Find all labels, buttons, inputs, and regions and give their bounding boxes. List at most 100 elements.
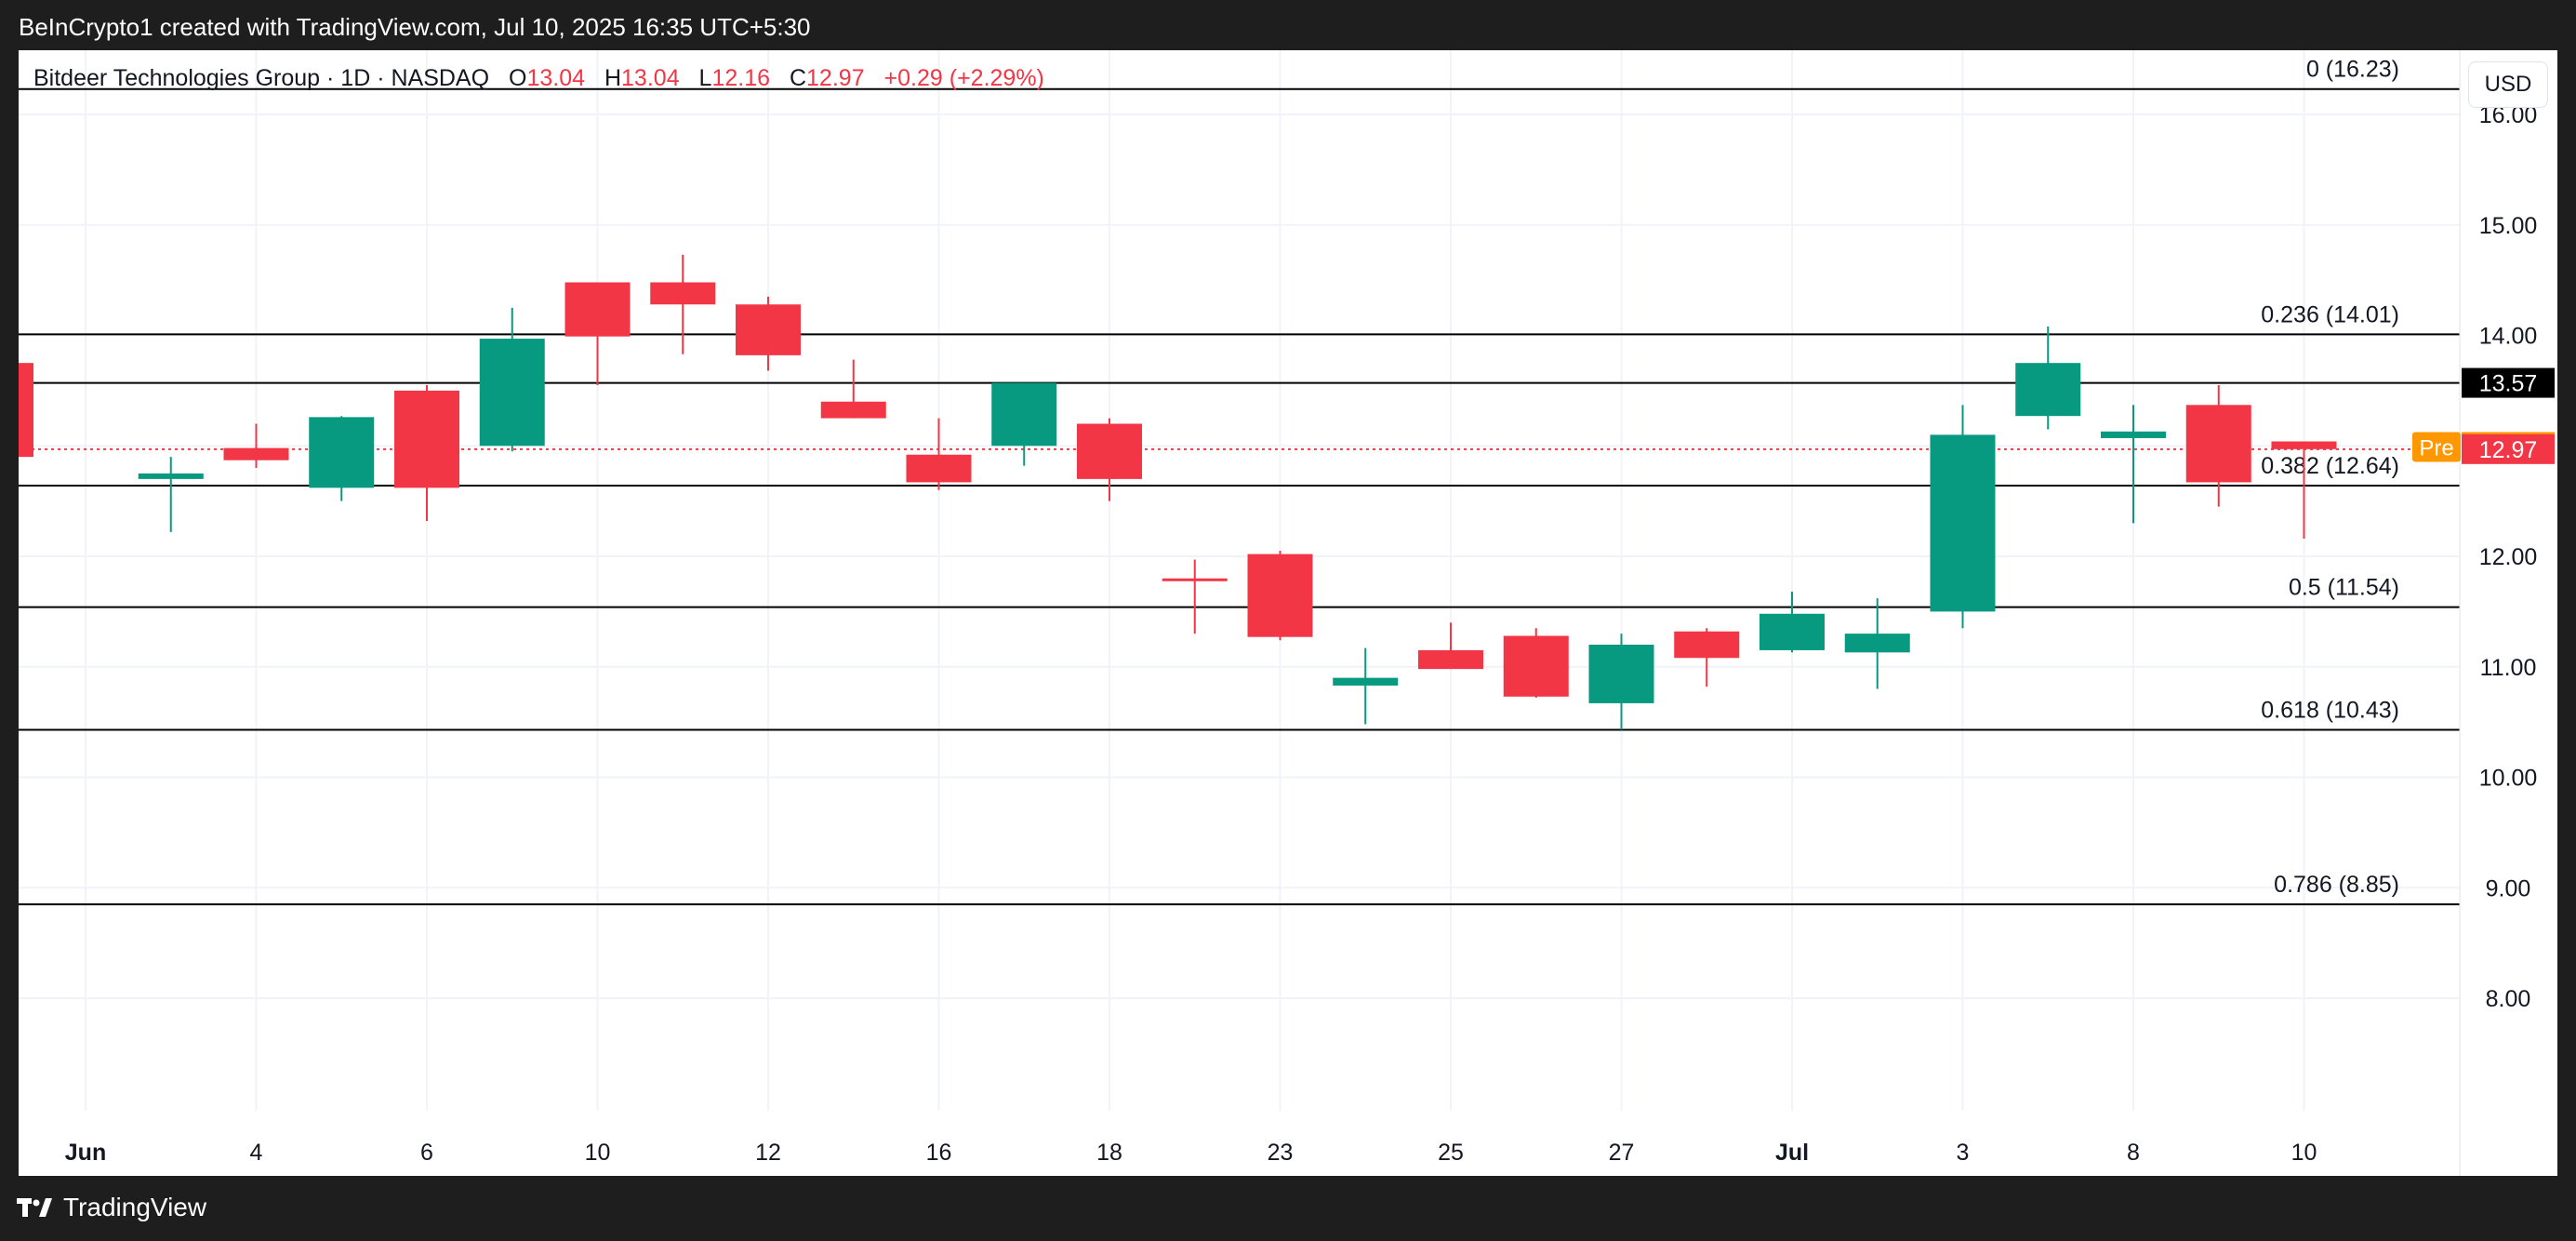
candle-body[interactable]: [1077, 423, 1142, 479]
candle-body[interactable]: [1162, 578, 1228, 581]
y-tick-label: 12.00: [2479, 544, 2538, 570]
candle[interactable]: [19, 363, 33, 458]
candle[interactable]: [736, 296, 801, 371]
price-tag-level-box: [2462, 367, 2555, 398]
x-tick-label: 6: [420, 1140, 433, 1166]
candle[interactable]: [138, 457, 204, 532]
candle[interactable]: [906, 418, 972, 490]
candle[interactable]: [1077, 418, 1142, 501]
candle-body[interactable]: [736, 304, 801, 355]
close-label: C: [789, 65, 807, 91]
candle-body[interactable]: [309, 417, 375, 488]
candle[interactable]: [309, 416, 375, 501]
candle-body[interactable]: [2015, 363, 2081, 417]
candle[interactable]: [1418, 622, 1483, 670]
x-tick-label: 4: [250, 1140, 263, 1166]
low-label: L: [698, 65, 712, 91]
candle-body[interactable]: [2101, 431, 2166, 438]
candle[interactable]: [1588, 634, 1654, 730]
price-tag-level-text: 13.57: [2479, 371, 2538, 397]
candle-body[interactable]: [479, 339, 545, 447]
candle[interactable]: [1844, 598, 1910, 689]
candle[interactable]: [2185, 384, 2251, 507]
chart-caption: BeInCrypto1 created with TradingView.com…: [19, 13, 811, 41]
price-tag-last-box: [2462, 434, 2555, 464]
candle-body[interactable]: [1930, 434, 1996, 612]
candle[interactable]: [1333, 647, 1399, 725]
candle[interactable]: [2015, 327, 2081, 430]
y-tick-label: 14.00: [2479, 324, 2538, 350]
candle-body[interactable]: [1503, 635, 1569, 697]
candle-body[interactable]: [1844, 634, 1910, 653]
candle[interactable]: [1930, 405, 1996, 629]
candle-body[interactable]: [2271, 441, 2337, 449]
x-tick-label: Jul: [1775, 1140, 1809, 1166]
candle-body[interactable]: [1588, 645, 1654, 703]
candle-body[interactable]: [394, 390, 459, 488]
x-tick-label: Jun: [65, 1140, 106, 1166]
pre-tag-box: [2412, 432, 2461, 462]
pre-tag-text: Pre: [2419, 435, 2453, 460]
candle-body[interactable]: [1759, 613, 1825, 650]
candle[interactable]: [1162, 559, 1228, 634]
candle-body[interactable]: [991, 382, 1057, 447]
top-bar: BeInCrypto1 created with TradingView.com…: [0, 0, 2576, 50]
price-tag-last-text: 12.97: [2479, 437, 2538, 463]
candle-body[interactable]: [650, 282, 716, 305]
candle[interactable]: [1247, 551, 1313, 641]
candle[interactable]: [564, 282, 631, 385]
candlesticks[interactable]: [19, 254, 2337, 730]
candle-body[interactable]: [564, 282, 631, 337]
candle-body[interactable]: [820, 401, 886, 419]
low-value: 12.16: [711, 65, 771, 91]
candle[interactable]: [2101, 405, 2166, 524]
y-tick-label: 8.00: [2486, 986, 2531, 1012]
x-tick-label: 27: [1609, 1140, 1635, 1166]
high-value: 13.04: [621, 65, 680, 91]
y-tick-label: 9.00: [2486, 875, 2531, 901]
x-tick-label: 16: [926, 1140, 952, 1166]
x-tick-label: 10: [2291, 1140, 2317, 1166]
y-tick-label: 10.00: [2479, 766, 2538, 792]
bottom-bar: TradingView: [0, 1176, 2576, 1241]
tradingview-brand[interactable]: TradingView: [17, 1193, 206, 1222]
symbol-name[interactable]: Bitdeer Technologies Group · 1D · NASDAQ: [33, 65, 490, 91]
candle-body[interactable]: [906, 454, 972, 483]
close-value: 12.97: [806, 65, 865, 91]
x-tick-label: 10: [585, 1140, 611, 1166]
candle-body[interactable]: [1674, 631, 1740, 659]
candle-body[interactable]: [2185, 405, 2251, 483]
candle[interactable]: [1503, 628, 1569, 698]
candle[interactable]: [223, 423, 289, 469]
fib-level-label: 0.618 (10.43): [2261, 697, 2399, 723]
candle-body[interactable]: [138, 473, 204, 479]
candle[interactable]: [820, 359, 886, 419]
x-tick-label: 3: [1957, 1140, 1970, 1166]
candle[interactable]: [991, 382, 1057, 466]
candle[interactable]: [2271, 441, 2337, 540]
y-tick-label: 11.00: [2480, 655, 2537, 681]
chart-area[interactable]: 0 (16.23) 0.236 (14.01) 0.382 (12.64) 0.5 (…: [19, 50, 2557, 1176]
open-label: O: [509, 65, 527, 91]
axes: 8.009.0010.0011.0012.0013.0014.0015.0016…: [65, 50, 2538, 1176]
candle-body[interactable]: [223, 447, 289, 460]
brand-name: TradingView: [63, 1193, 207, 1221]
fib-level-label: 0 (16.23): [2306, 57, 2399, 83]
candle[interactable]: [479, 307, 545, 452]
x-tick-label: 8: [2127, 1140, 2140, 1166]
candle-body[interactable]: [1418, 649, 1483, 670]
price-chart[interactable]: 0 (16.23) 0.236 (14.01) 0.382 (12.64) 0.5 (…: [19, 50, 2557, 1176]
candle[interactable]: [1674, 628, 1740, 687]
currency-button[interactable]: USD: [2468, 61, 2548, 108]
candle[interactable]: [1759, 592, 1825, 653]
fib-level-label: 0.786 (8.85): [2274, 872, 2399, 898]
symbol-legend[interactable]: Bitdeer Technologies Group · 1D · NASDAQ…: [33, 65, 1044, 92]
candle[interactable]: [650, 254, 716, 354]
candle[interactable]: [394, 384, 459, 521]
fibonacci-levels: 0 (16.23) 0.236 (14.01) 0.382 (12.64) 0.5 (…: [19, 57, 2460, 906]
candle-body[interactable]: [19, 363, 33, 458]
candle-body[interactable]: [1247, 554, 1313, 637]
fib-level-label: 0.5 (11.54): [2289, 575, 2399, 601]
candle-body[interactable]: [1333, 677, 1399, 686]
x-tick-label: 25: [1438, 1140, 1464, 1166]
